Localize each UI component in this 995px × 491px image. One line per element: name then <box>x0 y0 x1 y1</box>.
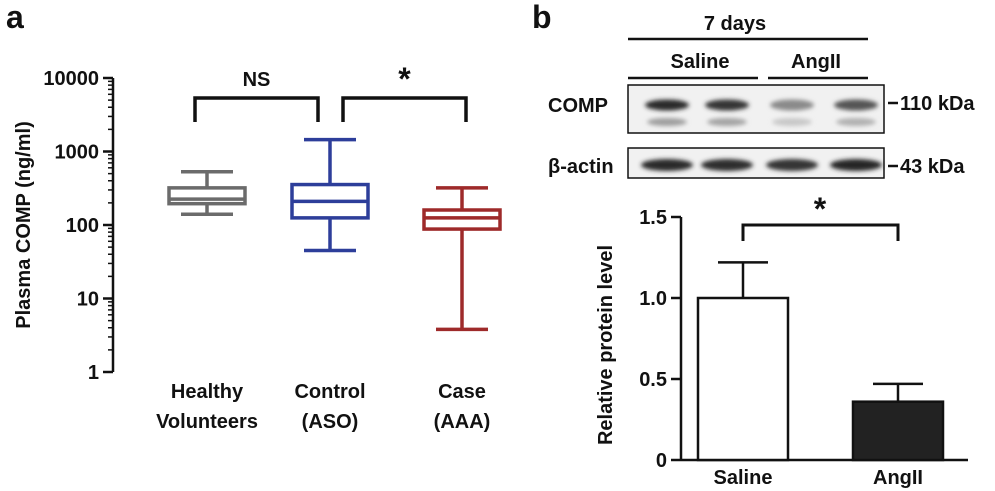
blot-band <box>701 159 753 171</box>
bar <box>696 296 790 462</box>
y-tick-label: 1 <box>88 362 99 384</box>
significance-bracket <box>741 223 900 241</box>
y-tick-label: 1.0 <box>639 288 667 310</box>
blot-band <box>641 159 693 171</box>
y-tick-label: 1.5 <box>639 207 667 229</box>
panel-a-comparisons: NS * <box>193 61 468 122</box>
blot-band <box>705 99 749 111</box>
significance-label: * <box>814 191 827 227</box>
comparison-bracket <box>341 96 468 122</box>
panel-label-b: b <box>532 0 552 35</box>
y-tick-label: 10 <box>77 289 99 311</box>
blot-group-angii: AngII <box>791 51 841 73</box>
blot-band-faint <box>647 118 687 126</box>
y-tick-label: 10000 <box>43 68 99 90</box>
blot-band-faint <box>707 118 747 126</box>
panel-label-a: a <box>6 0 24 35</box>
blot-band <box>766 159 818 171</box>
comparison-label: * <box>398 61 411 97</box>
y-tick-label: 100 <box>66 215 99 237</box>
panel-a-boxes <box>167 137 502 332</box>
blot-band <box>645 99 689 111</box>
panel-b-barchart: Relative protein level 0 0.5 1.0 1.5 Saline… <box>595 191 968 489</box>
blot-band <box>834 99 878 111</box>
blot-band-faint <box>772 118 812 126</box>
blot-band <box>770 99 814 111</box>
panel-b-x-labels: Saline AngII <box>714 467 923 489</box>
panel-b-y-ticks: 0 0.5 1.0 1.5 <box>639 207 681 472</box>
x-label-line1: Healthy <box>171 381 244 403</box>
bar <box>851 400 945 462</box>
panel-b-bars <box>696 261 945 462</box>
panel-b-ylabel: Relative protein level <box>595 245 617 445</box>
y-tick-label: 1000 <box>55 142 100 164</box>
blot-row-actin-name: β-actin <box>548 156 614 178</box>
blot-row-comp-name: COMP <box>548 95 608 117</box>
blot-time-label: 7 days <box>704 13 766 35</box>
panel-a-y-ticks: 1 10 100 1000 10000 <box>43 68 113 384</box>
x-label: AngII <box>873 467 923 489</box>
comparison-label: NS <box>243 69 271 91</box>
box-2 <box>422 186 502 332</box>
panel-b-significance: * <box>741 191 900 241</box>
blot-bands <box>641 99 882 171</box>
box-0 <box>167 170 247 217</box>
x-label-line2: Volunteers <box>156 411 258 433</box>
western-blot: 7 days Saline AngII COMP β-actin 110 kDa… <box>548 13 975 179</box>
x-label-line1: Control <box>294 381 365 403</box>
comparison-bracket <box>193 96 320 122</box>
marker-comp: 110 kDa <box>900 93 975 115</box>
panel-a-minor-ticks <box>108 80 113 351</box>
blot-band-faint <box>836 118 876 126</box>
y-tick-label: 0.5 <box>639 369 667 391</box>
x-label-line2: (ASO) <box>302 411 359 433</box>
x-label-line1: Case <box>438 381 486 403</box>
marker-actin: 43 kDa <box>900 156 965 178</box>
box-iqr <box>167 186 247 206</box>
blot-band <box>830 159 882 171</box>
x-label-line2: (AAA) <box>434 411 491 433</box>
panel-a-boxplot: Plasma COMP (ng/ml) 1 10 100 1000 10000 Heal… <box>13 61 502 433</box>
panel-a-x-labels: Healthy Volunteers Control (ASO) Case (AAA) <box>156 381 490 433</box>
panel-a-ylabel: Plasma COMP (ng/ml) <box>13 121 35 328</box>
y-tick-label: 0 <box>656 450 667 472</box>
blot-group-saline: Saline <box>671 51 730 73</box>
x-label: Saline <box>714 467 773 489</box>
box-1 <box>290 137 370 253</box>
